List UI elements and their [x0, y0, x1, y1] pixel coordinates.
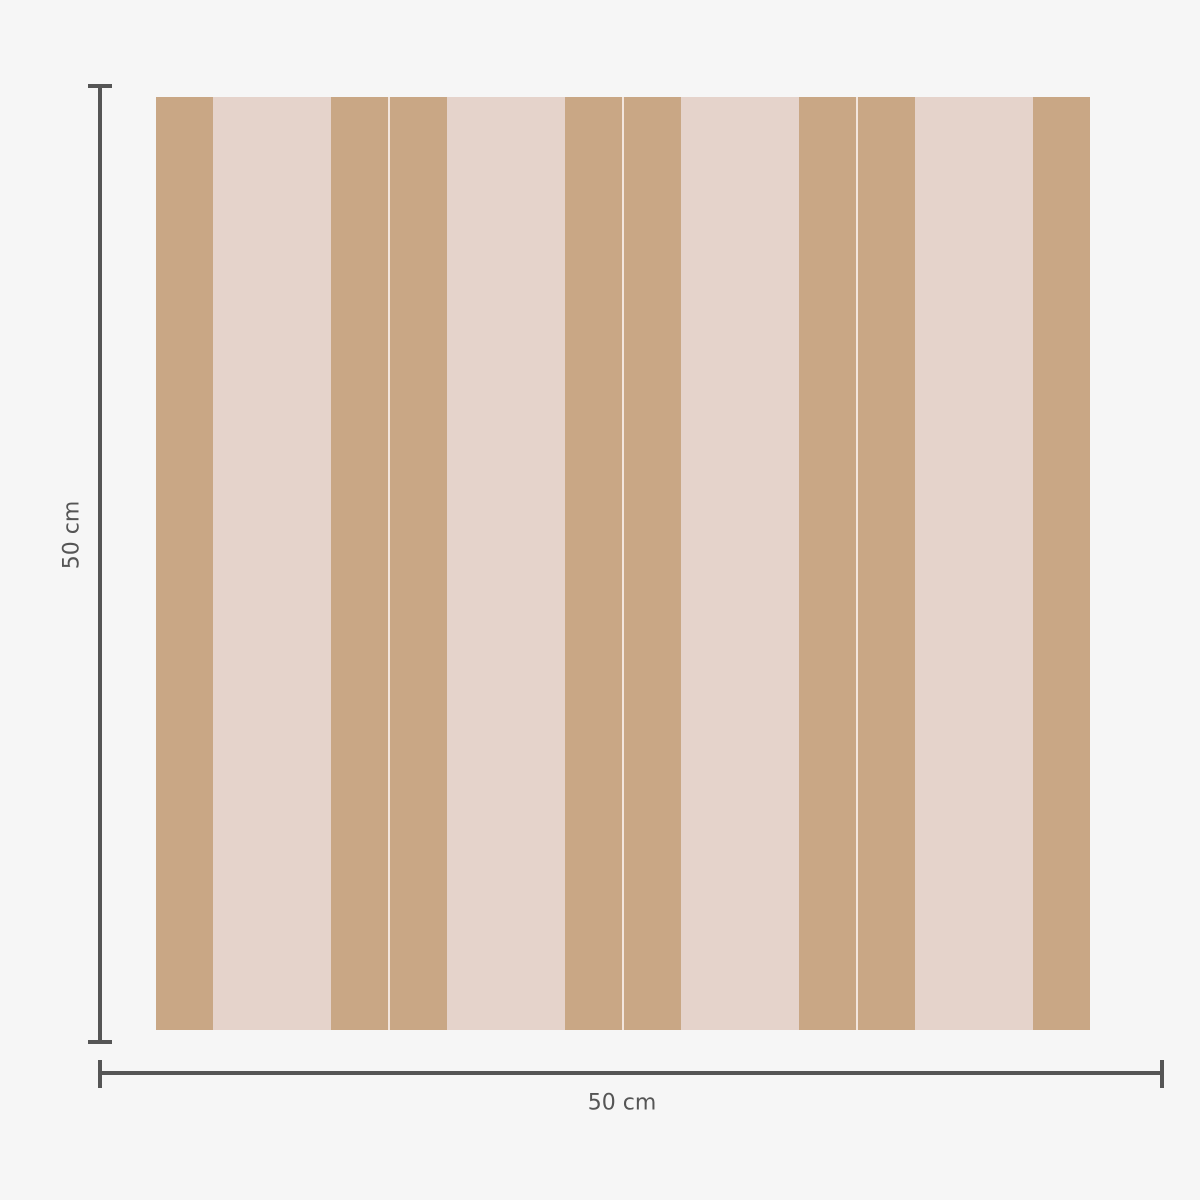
tan-stripe — [799, 97, 856, 1030]
tan-stripe — [1033, 97, 1090, 1030]
pink-stripe — [915, 97, 1033, 1030]
stripe-separator — [856, 97, 858, 1030]
height-dimension-line — [98, 86, 102, 1042]
height-label: 50 cm — [59, 500, 85, 570]
width-dimension-cap-right — [1160, 1060, 1164, 1088]
tan-stripe — [390, 97, 447, 1030]
width-dimension-line — [100, 1071, 1162, 1075]
pink-stripe — [213, 97, 331, 1030]
height-dimension-cap-top — [88, 84, 112, 88]
tan-stripe — [156, 97, 213, 1030]
tan-stripe — [565, 97, 622, 1030]
height-dimension-cap-bottom — [88, 1040, 112, 1044]
tan-stripe — [331, 97, 388, 1030]
width-label: 50 cm — [587, 1090, 657, 1116]
stripe-separator — [622, 97, 624, 1030]
pink-stripe — [681, 97, 799, 1030]
width-dimension-cap-left — [98, 1060, 102, 1088]
wallpaper-stripe-swatch — [156, 97, 1090, 1030]
tan-stripe — [624, 97, 681, 1030]
tan-stripe — [858, 97, 915, 1030]
stripe-separator — [388, 97, 390, 1030]
pink-stripe — [447, 97, 565, 1030]
